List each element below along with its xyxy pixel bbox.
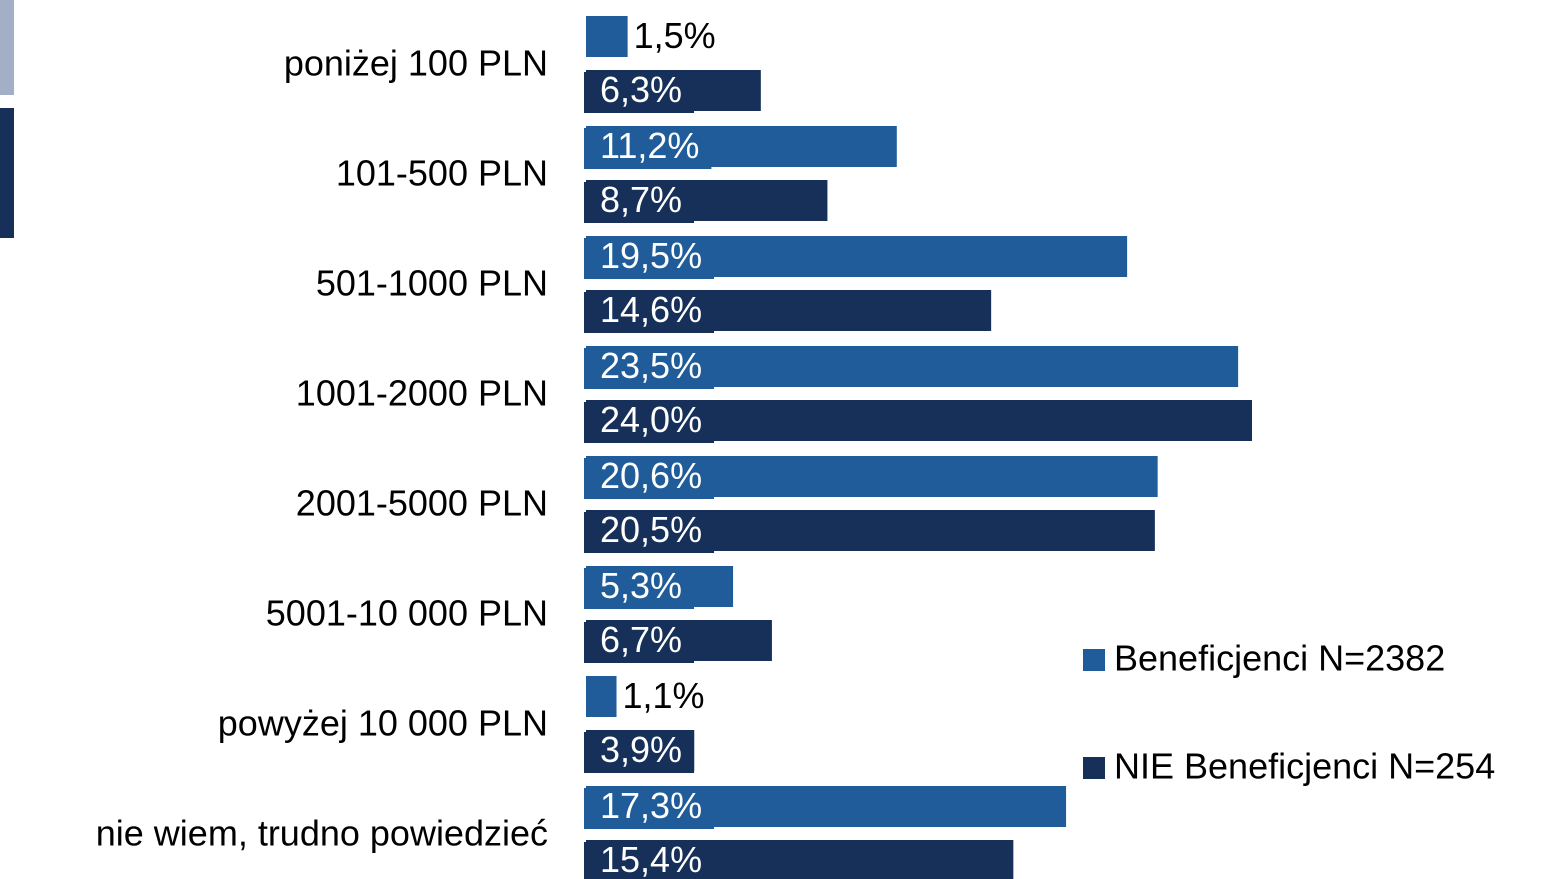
category-label: 5001-10 000 PLN — [266, 593, 548, 634]
data-label: 8,7% — [600, 179, 682, 220]
category-label: nie wiem, trudno powiedzieć — [96, 813, 548, 854]
category-label: 1001-2000 PLN — [296, 373, 548, 414]
data-label-bg — [584, 788, 715, 829]
data-label-bg — [584, 842, 715, 879]
data-label-bg — [584, 732, 695, 773]
data-label-bg — [584, 402, 715, 443]
legend-swatch — [1083, 649, 1105, 671]
data-label: 11,2% — [600, 125, 699, 166]
data-label-bg — [584, 72, 695, 113]
data-label: 19,5% — [600, 235, 702, 276]
data-label: 6,7% — [600, 619, 682, 660]
data-label: 5,3% — [600, 565, 682, 606]
data-label-bg — [584, 292, 715, 333]
data-label: 6,3% — [600, 69, 682, 110]
data-label: 14,6% — [600, 289, 702, 330]
category-label: 101-500 PLN — [336, 153, 548, 194]
data-label: 20,6% — [600, 455, 702, 496]
data-label: 1,1% — [623, 675, 705, 716]
data-label-bg — [584, 512, 715, 553]
decor-block — [0, 0, 14, 95]
category-label: 2001-5000 PLN — [296, 483, 548, 524]
category-label: poniżej 100 PLN — [284, 43, 548, 84]
category-label: 501-1000 PLN — [316, 263, 548, 304]
legend-swatch — [1083, 757, 1105, 779]
data-label: 1,5% — [634, 15, 716, 56]
data-label-bg — [584, 238, 715, 279]
legend-label: NIE Beneficjenci N=254 — [1114, 746, 1495, 787]
category-label: powyżej 10 000 PLN — [218, 703, 548, 744]
data-label: 15,4% — [600, 839, 702, 879]
data-label-bg — [584, 458, 715, 499]
data-label: 20,5% — [600, 509, 702, 550]
legend-label: Beneficjenci N=2382 — [1114, 638, 1445, 679]
data-label-bg — [584, 568, 695, 609]
data-label-bg — [584, 182, 695, 223]
data-label-bg — [584, 348, 715, 389]
data-label-bg — [584, 622, 695, 663]
data-label: 23,5% — [600, 345, 702, 386]
decor-block — [0, 108, 14, 238]
bar — [586, 16, 628, 57]
data-label-bg — [584, 128, 712, 169]
bar — [586, 676, 617, 717]
data-label: 3,9% — [600, 729, 682, 770]
data-label: 24,0% — [600, 399, 702, 440]
data-label: 17,3% — [600, 785, 702, 826]
